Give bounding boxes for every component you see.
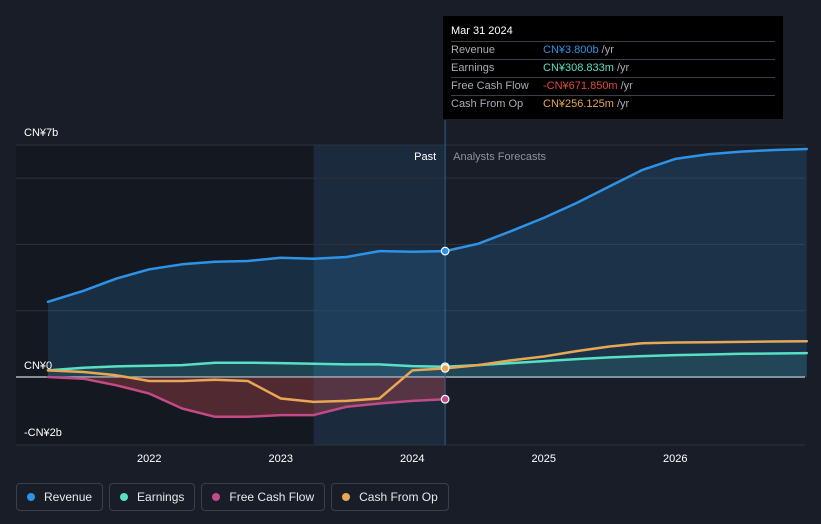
x-tick-label: 2023 bbox=[269, 453, 293, 465]
tooltip-unit: /yr bbox=[616, 62, 630, 74]
tooltip-row-cash-from-op: Cash From Op CN¥256.125m /yr bbox=[451, 95, 775, 113]
y-axis-label: -CN¥2b bbox=[24, 427, 62, 439]
tooltip-value: CN¥256.125m bbox=[543, 98, 614, 110]
x-tick-label: 2022 bbox=[137, 453, 161, 465]
chart: CN¥7b CN¥0 -CN¥2b 2022 2023 2024 2025 2026 Past A… bbox=[16, 120, 809, 465]
x-tick-label: 2025 bbox=[532, 453, 556, 465]
past-label: Past bbox=[414, 151, 436, 163]
tooltip-unit: /yr bbox=[601, 44, 614, 56]
legend-label: Earnings bbox=[137, 490, 185, 504]
earnings-area bbox=[48, 353, 807, 377]
y-axis-label: CN¥0 bbox=[24, 360, 52, 372]
tooltip-label: Earnings bbox=[451, 62, 495, 74]
legend-dot-icon bbox=[27, 493, 35, 501]
tooltip-value: -CN¥671.850m bbox=[543, 80, 618, 92]
cash-from-op-line bbox=[46, 339, 809, 404]
legend-dot-icon bbox=[120, 493, 129, 501]
revenue-marker bbox=[440, 246, 450, 256]
tooltip-label: Cash From Op bbox=[451, 98, 524, 110]
legend-label: Cash From Op bbox=[359, 490, 438, 504]
highlight-region bbox=[313, 145, 446, 445]
y-axis-label: CN¥7b bbox=[24, 127, 58, 139]
free-cash-flow-marker bbox=[440, 394, 450, 404]
legend: Revenue Earnings Free Cash Flow Cash Fro… bbox=[16, 483, 449, 511]
tooltip-unit: /yr bbox=[616, 98, 630, 110]
legend-item-earnings[interactable]: Earnings bbox=[109, 483, 196, 511]
tooltip-value: CN¥3.800b bbox=[543, 44, 599, 56]
legend-item-cash-from-op[interactable]: Cash From Op bbox=[331, 483, 449, 511]
earnings-line bbox=[46, 351, 809, 372]
legend-item-revenue[interactable]: Revenue bbox=[16, 483, 104, 511]
tooltip-row-free-cash-flow: Free Cash Flow -CN¥671.850m /yr bbox=[451, 77, 775, 95]
forecast-label: Analysts Forecasts bbox=[453, 151, 546, 163]
revenue-line bbox=[46, 147, 809, 304]
tooltip-row-earnings: Earnings CN¥308.833m /yr bbox=[451, 59, 775, 77]
x-tick-label: 2026 bbox=[663, 453, 687, 465]
tooltip-value: CN¥308.833m bbox=[543, 62, 614, 74]
x-tick-label: 2024 bbox=[400, 453, 424, 465]
free-cash-flow-line bbox=[46, 375, 447, 419]
legend-dot-icon bbox=[342, 493, 351, 501]
legend-item-free-cash-flow[interactable]: Free Cash Flow bbox=[201, 483, 326, 511]
legend-label: Revenue bbox=[44, 490, 93, 504]
tooltip-unit: /yr bbox=[620, 80, 633, 92]
legend-dot-icon bbox=[212, 493, 221, 501]
tooltip-label: Free Cash Flow bbox=[451, 80, 529, 92]
tooltip-row-revenue: Revenue CN¥3.800b /yr bbox=[451, 41, 775, 59]
tooltip-label: Revenue bbox=[451, 44, 496, 56]
cash-from-op-marker bbox=[440, 363, 450, 373]
tooltip: Mar 31 2024 Revenue CN¥3.800b /yr Earnin… bbox=[443, 16, 783, 119]
legend-label: Free Cash Flow bbox=[229, 490, 315, 504]
tooltip-date: Mar 31 2024 bbox=[451, 25, 513, 37]
revenue-area bbox=[48, 149, 807, 377]
